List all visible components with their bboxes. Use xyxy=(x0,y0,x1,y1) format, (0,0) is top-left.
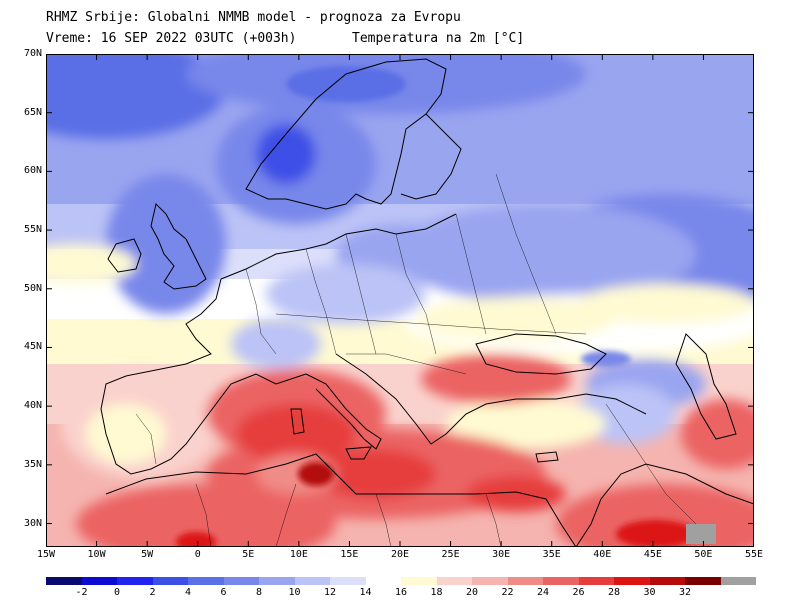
lat-label: 40N xyxy=(23,400,42,412)
colorbar-label: 16 xyxy=(394,587,408,598)
lat-label: 60N xyxy=(23,165,42,177)
colorbar-label: 18 xyxy=(430,587,443,598)
lat-label: 50N xyxy=(23,282,42,294)
lat-label: 65N xyxy=(23,106,42,118)
colorbar xyxy=(46,577,756,585)
lon-label: 5W xyxy=(141,549,154,560)
colorbar-label: 14 xyxy=(359,587,372,598)
lat-label: 70N xyxy=(23,48,42,59)
colorbar-label: 6 xyxy=(220,587,227,598)
lon-label: 40E xyxy=(593,549,612,560)
borders xyxy=(135,173,697,547)
colorbar-swatch xyxy=(330,577,366,585)
lon-label: 15W xyxy=(36,549,56,560)
colorbar-label: 2 xyxy=(149,587,156,598)
lon-label: 50E xyxy=(694,549,713,560)
lon-label: 30E xyxy=(492,549,511,560)
colorbar-label: 10 xyxy=(288,587,301,598)
colorbar-swatch xyxy=(720,577,756,585)
lon-label: 20E xyxy=(390,549,410,560)
colorbar-label: 0 xyxy=(113,587,121,598)
lon-label: 10W xyxy=(87,549,106,560)
colorbar-swatch xyxy=(436,577,472,585)
colorbar-swatch xyxy=(152,577,188,585)
colorbar-label: 12 xyxy=(323,587,337,598)
colorbar-label: 30 xyxy=(643,587,656,598)
colorbar-swatch xyxy=(117,577,153,585)
lon-label: 15E xyxy=(340,549,359,560)
colorbar-swatch xyxy=(365,577,401,585)
colorbar-label: 26 xyxy=(572,587,585,598)
temperature-map xyxy=(46,54,754,547)
colorbar-label: 28 xyxy=(607,587,621,598)
colorbar-label: 24 xyxy=(536,587,550,598)
lon-label: 55E xyxy=(744,549,764,560)
lat-label: 35N xyxy=(23,458,42,470)
colorbar-swatch xyxy=(223,577,259,585)
valid-time: Vreme: 16 SEP 2022 03UTC (+003h) xyxy=(46,31,297,46)
colorbar-swatch xyxy=(46,577,82,585)
lon-label: 5E xyxy=(242,549,255,560)
colorbar-label: -2 xyxy=(75,587,88,598)
lat-label: 55N xyxy=(23,224,42,236)
lon-label: 0 xyxy=(194,549,201,560)
colorbar-swatch xyxy=(294,577,330,585)
lon-label: 45E xyxy=(643,549,662,560)
lon-label: 10E xyxy=(289,549,308,560)
colorbar-label: 22 xyxy=(501,587,514,598)
colorbar-label: 8 xyxy=(255,587,263,598)
colorbar-swatch xyxy=(507,577,543,585)
lon-label: 35E xyxy=(542,549,561,560)
colorbar-swatch xyxy=(649,577,685,585)
colorbar-label: 20 xyxy=(465,587,479,598)
coastlines xyxy=(100,58,754,547)
colorbar-swatch xyxy=(401,577,437,585)
colorbar-swatch xyxy=(614,577,650,585)
colorbar-swatch xyxy=(685,577,721,585)
lat-label: 30N xyxy=(23,517,42,529)
colorbar-swatch xyxy=(578,577,614,585)
map-title: RHMZ Srbije: Globalni NMMB model - progn… xyxy=(46,10,461,25)
field-name: Temperatura na 2m [°C] xyxy=(352,31,525,46)
colorbar-label: 4 xyxy=(184,587,192,598)
colorbar-swatch xyxy=(259,577,295,585)
colorbar-swatch xyxy=(472,577,508,585)
map-canvas xyxy=(46,54,754,547)
colorbar-swatch xyxy=(81,577,117,585)
colorbar-label: 32 xyxy=(678,587,692,598)
lon-label: 25E xyxy=(441,549,460,560)
colorbar-swatch xyxy=(188,577,224,585)
lat-label: 45N xyxy=(23,341,42,353)
field-over-32 xyxy=(686,524,716,544)
colorbar-swatch xyxy=(543,577,579,585)
